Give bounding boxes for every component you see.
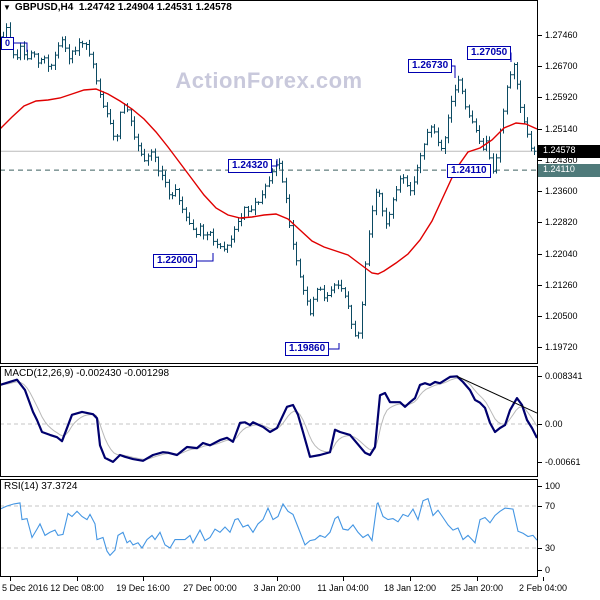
rsi-panel-border	[0, 479, 538, 577]
y-tick-label: 1.22040	[545, 248, 578, 259]
rsi-axis-label: 100	[545, 481, 561, 491]
x-tick-label: 25 Jan 20:00	[450, 583, 504, 593]
x-tick-label: 27 Dec 00:00	[183, 583, 237, 593]
y-tick-label: 1.24360	[545, 154, 578, 165]
current-price-box: 1.24578	[538, 145, 600, 158]
x-tick-mark	[410, 577, 411, 581]
corner-connector	[13, 42, 28, 52]
y-tick-mark	[538, 66, 542, 67]
price-bars	[1, 22, 537, 339]
macd-plot	[0, 366, 538, 477]
rsi-panel: RSI(14) 37.3724	[0, 479, 538, 578]
y-tick-mark	[538, 462, 542, 463]
y-tick-mark	[538, 285, 542, 286]
symbol-period-label: GBPUSD,H4	[14, 2, 74, 13]
callout-label[interactable]: 1.24320	[228, 159, 273, 173]
watermark: ActionForex.com	[175, 68, 363, 93]
x-tick-label: 18 Jan 12:00	[383, 583, 437, 593]
y-tick-label: 1.20500	[545, 310, 578, 321]
x-tick-label: 5 Dec 2016	[2, 583, 49, 593]
y-tick-label: 1.22820	[545, 217, 578, 228]
price-panel: ActionForex.com ▼ GBPUSD,H4 1.24742 1.249…	[0, 0, 538, 364]
macd-trendline[interactable]	[456, 375, 538, 414]
y-tick-mark	[538, 424, 542, 425]
macd-signal-line	[0, 377, 538, 460]
x-tick-mark	[77, 577, 78, 581]
rsi-line	[0, 497, 538, 557]
x-tick-mark	[477, 577, 478, 581]
y-tick-mark	[538, 129, 542, 130]
y-tick-label: 1.19720	[545, 342, 578, 353]
y-tick-mark	[538, 548, 542, 549]
x-tick-label: 2 Feb 04:00	[518, 583, 568, 593]
macd-axis-label: 0.008341	[545, 371, 583, 382]
y-tick-label: 1.27460	[545, 30, 578, 40]
callout-connector	[197, 253, 214, 262]
rsi-axis-label: 0	[545, 565, 551, 575]
symbol-dropdown-icon[interactable]: ▼	[3, 3, 11, 12]
ma-line[interactable]	[0, 88, 538, 275]
macd-label: MACD(12,26,9) -0.002430 -0.001298	[4, 368, 170, 379]
y-tick-label: 1.25920	[545, 92, 578, 103]
price-plot	[0, 0, 538, 364]
callout-label[interactable]: 1.24110	[447, 164, 491, 178]
macd-axis-label: 0.00	[545, 419, 563, 429]
callout-connector	[329, 343, 340, 350]
callout-label[interactable]: 1.19860	[285, 342, 330, 356]
corner-object-box[interactable]: 0	[1, 37, 14, 50]
x-tick-mark	[143, 577, 144, 581]
callout-label[interactable]: 1.22000	[153, 254, 198, 268]
y-tick-label: 1.26700	[545, 60, 578, 71]
y-tick-label: 1.23600	[545, 185, 578, 196]
y-tick-mark	[538, 254, 542, 255]
x-tick-label: 12 Dec 08:00	[50, 583, 104, 593]
y-tick-mark	[538, 316, 542, 317]
ohlc-values: 1.24742 1.24904 1.24531 1.24578	[78, 2, 232, 13]
y-tick-label: 1.21260	[545, 279, 578, 290]
y-tick-mark	[538, 191, 542, 192]
macd-line	[0, 375, 538, 463]
rsi-axis-label: 30	[545, 543, 556, 553]
callout-connector	[272, 159, 278, 167]
macd-axis-label: -0.00661	[545, 456, 581, 467]
x-tick-label: 19 Dec 16:00	[116, 583, 170, 593]
y-tick-mark	[538, 486, 542, 487]
x-tick-label: 3 Jan 20:00	[253, 583, 301, 593]
rsi-plot	[0, 479, 538, 577]
y-tick-mark	[538, 570, 542, 571]
x-tick-mark	[277, 577, 278, 581]
chart-title: ▼ GBPUSD,H4 1.24742 1.24904 1.24531 1.245…	[3, 2, 232, 13]
support-price-box: 1.24110	[538, 164, 600, 177]
x-tick-mark	[543, 577, 544, 581]
macd-panel: MACD(12,26,9) -0.002430 -0.001298	[0, 366, 538, 478]
y-tick-mark	[538, 35, 542, 36]
price-panel-border	[0, 0, 538, 364]
macd-panel-border	[0, 366, 538, 477]
rsi-axis-label: 70	[545, 501, 556, 511]
y-tick-mark	[538, 160, 542, 161]
callout-label[interactable]: 1.26730	[408, 59, 453, 73]
x-tick-mark	[343, 577, 344, 581]
y-tick-mark	[538, 97, 542, 98]
x-tick-label: 11 Jan 04:00	[317, 583, 369, 593]
y-tick-mark	[538, 506, 542, 507]
rsi-label: RSI(14) 37.3724	[4, 481, 78, 492]
y-tick-mark	[538, 222, 542, 223]
y-tick-mark	[538, 376, 542, 377]
y-tick-mark	[538, 347, 542, 348]
y-tick-label: 1.25140	[545, 123, 578, 134]
x-tick-mark	[210, 577, 211, 581]
x-tick-mark	[10, 577, 11, 581]
callout-label[interactable]: 1.27050	[467, 46, 512, 60]
